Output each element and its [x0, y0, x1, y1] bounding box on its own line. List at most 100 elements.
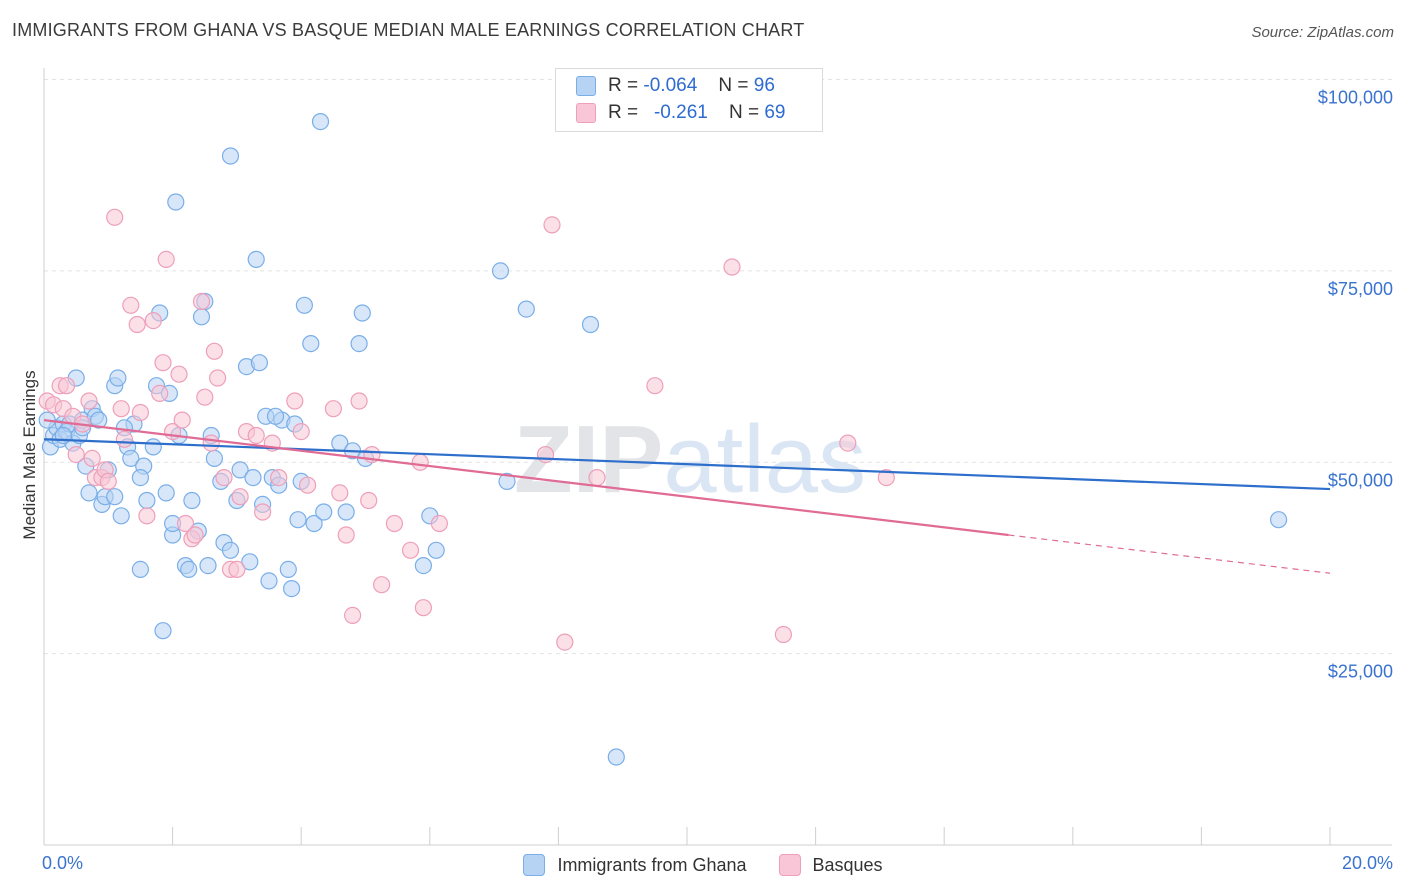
- basques-point: [112, 400, 130, 418]
- y-tick-label: $75,000: [1328, 279, 1393, 299]
- ghana-point: [581, 315, 600, 334]
- ghana-point: [279, 560, 297, 579]
- ghana-point: [144, 438, 162, 456]
- ghana-point: [266, 407, 285, 425]
- basques-point: [157, 250, 175, 268]
- ghana-point: [283, 579, 301, 598]
- y-axis-label: Median Male Earnings: [20, 370, 39, 540]
- basques-point: [131, 403, 149, 422]
- basques-point: [215, 469, 233, 487]
- basques-point: [331, 484, 349, 502]
- legend-label-basques: Basques: [812, 854, 883, 875]
- ghana-point: [154, 622, 172, 640]
- basques-swatch: [576, 103, 596, 123]
- ghana-point: [247, 250, 265, 268]
- basques-point: [202, 434, 220, 452]
- ghana-legend-swatch: [523, 854, 546, 876]
- ghana-point: [241, 553, 259, 571]
- grid-lines: [44, 79, 1392, 655]
- basques-point: [254, 503, 272, 521]
- ghana-point: [250, 354, 268, 372]
- ghana-point: [260, 572, 278, 590]
- basques-point: [774, 625, 793, 644]
- ghana-point: [80, 484, 98, 502]
- basques-point: [247, 426, 265, 445]
- r-label: R =: [608, 102, 639, 123]
- ghana-point: [517, 300, 535, 318]
- basques-point: [286, 392, 304, 410]
- basques-point: [205, 342, 223, 360]
- basques-point: [231, 488, 249, 506]
- n-label: N =: [718, 75, 749, 96]
- stats-row-basques: R = -0.261 N = 69: [576, 100, 785, 126]
- x-tick-label: 0.0%: [42, 853, 83, 873]
- series-legend: Immigrants from Ghana Basques: [0, 852, 1406, 878]
- y-tick-label: $50,000: [1328, 470, 1393, 490]
- ghana-point: [1269, 511, 1288, 529]
- ghana-point: [607, 748, 625, 766]
- basques-point: [337, 526, 355, 544]
- ghana-swatch: [576, 76, 596, 96]
- ghana-point: [427, 541, 445, 559]
- r-value: -0.261: [653, 102, 708, 123]
- ghana-point: [221, 147, 240, 165]
- basques-point: [543, 216, 561, 234]
- basques-point: [83, 449, 101, 467]
- basques-point: [414, 599, 432, 617]
- ghana-point: [90, 411, 108, 429]
- legend-item-basques[interactable]: Basques: [778, 854, 883, 876]
- basques-point: [556, 633, 574, 651]
- basques-point: [128, 315, 146, 334]
- basques-point: [877, 469, 895, 487]
- basques-point: [401, 541, 420, 559]
- ghana-point: [311, 112, 330, 131]
- ghana-point: [315, 503, 333, 521]
- ghana-point: [305, 514, 323, 533]
- basques-point: [588, 469, 606, 487]
- y-tick-labels: $25,000 $50,000 $75,000 $100,000: [1318, 88, 1393, 682]
- ghana-point: [231, 461, 249, 479]
- ghana-point: [498, 472, 516, 490]
- basques-point: [99, 472, 117, 490]
- basques-point: [430, 514, 448, 533]
- basques-point: [154, 354, 172, 372]
- basques-point: [173, 411, 191, 429]
- basques-point: [115, 430, 134, 448]
- ghana-point: [337, 503, 355, 521]
- ghana-point: [183, 491, 201, 510]
- basques-legend-swatch: [778, 854, 801, 876]
- basques-point: [67, 446, 85, 464]
- ghana-point: [491, 262, 510, 280]
- ghana-point: [199, 556, 217, 575]
- ghana-point: [414, 556, 432, 575]
- basques-point: [350, 392, 368, 410]
- basques-point: [373, 576, 391, 594]
- stats-legend: R = -0.064 N = 96 R = -0.261 N = 69: [555, 68, 823, 132]
- basques-trend-line: [43, 419, 1009, 537]
- legend-item-ghana[interactable]: Immigrants from Ghana: [523, 854, 747, 876]
- basques-point: [209, 369, 227, 387]
- chart-source: Source: ZipAtlas.com: [1251, 24, 1394, 41]
- r-value: -0.064: [643, 75, 698, 96]
- ghana-point: [112, 507, 130, 525]
- chart-title: IMMIGRANTS FROM GHANA VS BASQUE MEDIAN M…: [12, 20, 805, 40]
- basques-point: [170, 365, 188, 383]
- basques-point: [122, 296, 140, 314]
- x-tick-label: 20.0%: [1342, 853, 1393, 873]
- basques-point: [324, 400, 342, 418]
- ghana-point: [131, 469, 149, 487]
- basques-point: [385, 514, 403, 533]
- ghana-point: [138, 491, 156, 510]
- basques-point: [723, 258, 741, 276]
- basques-point: [106, 208, 124, 226]
- basques-point: [57, 377, 76, 395]
- basques-point: [344, 606, 362, 625]
- basques-point: [411, 453, 429, 471]
- basques-point: [138, 507, 156, 525]
- watermark-atlas-part: atlas: [663, 406, 866, 513]
- ghana-point: [302, 335, 320, 353]
- ghana-point: [122, 449, 140, 467]
- ghana-point: [192, 308, 211, 326]
- r-label: R =: [608, 75, 639, 96]
